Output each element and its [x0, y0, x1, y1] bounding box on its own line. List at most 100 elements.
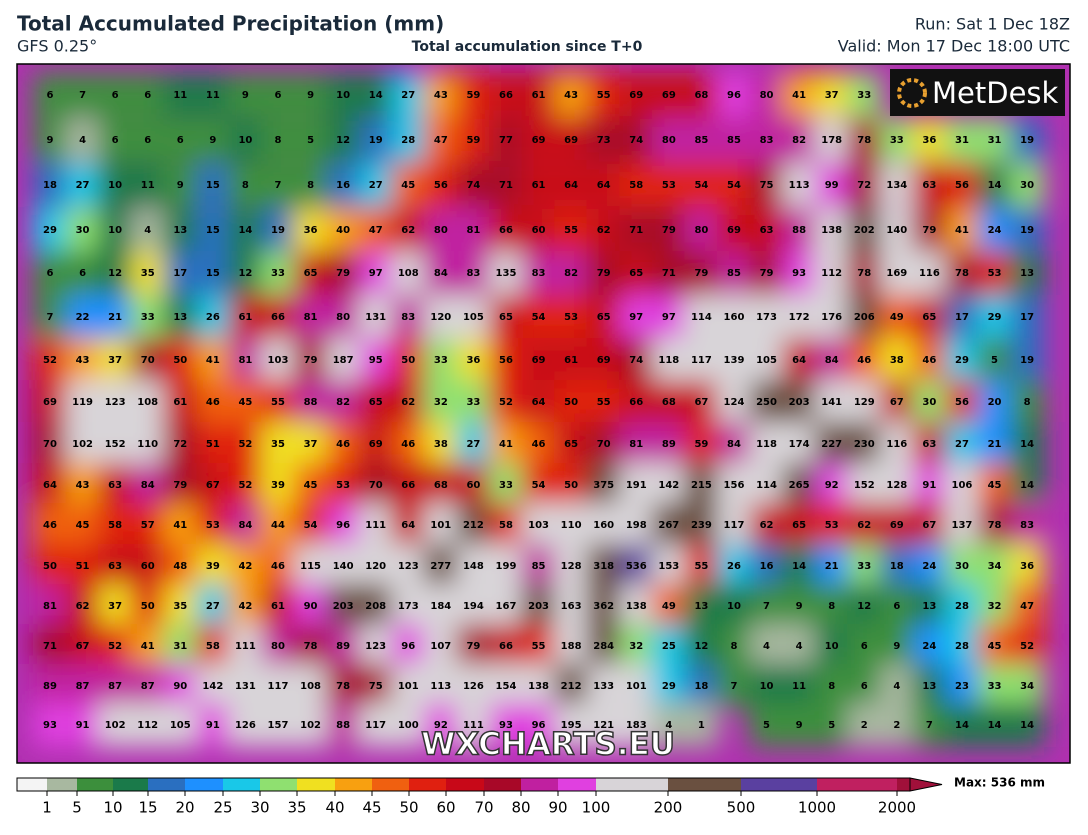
grid-value: 55 — [597, 90, 611, 101]
subtitle: Total accumulation since T+0 — [412, 39, 643, 55]
grid-value: 61 — [173, 397, 187, 408]
precip-cell — [293, 73, 328, 117]
grid-value: 46 — [271, 561, 285, 572]
precip-cell — [326, 422, 361, 466]
precip-cell — [488, 463, 523, 507]
grid-value: 116 — [919, 268, 940, 279]
precip-cell — [33, 624, 67, 668]
grid-value: 52 — [43, 355, 57, 366]
precip-cell — [391, 295, 426, 339]
precip-cell — [33, 295, 67, 339]
precip-cell — [716, 503, 751, 547]
grid-value: 57 — [141, 520, 155, 531]
grid-value: 99 — [825, 180, 839, 191]
grid-value: 75 — [369, 681, 383, 692]
colorbar-tick-label: 40 — [325, 799, 344, 817]
grid-value: 82 — [792, 135, 806, 146]
precip-cell — [586, 422, 621, 466]
grid-value: 89 — [662, 439, 676, 450]
grid-value: 44 — [271, 520, 285, 531]
grid-value: 105 — [463, 312, 484, 323]
grid-value: 116 — [886, 439, 907, 450]
precip-cell — [260, 503, 295, 547]
grid-value: 129 — [854, 397, 875, 408]
grid-value: 203 — [528, 601, 549, 612]
precip-cell — [651, 295, 686, 339]
grid-value: 41 — [499, 439, 513, 450]
precip-cell — [619, 584, 654, 628]
grid-value: 10 — [825, 641, 839, 652]
grid-value: 67 — [890, 397, 904, 408]
precip-cell — [163, 163, 198, 207]
precip-cell — [651, 208, 686, 252]
grid-value: 68 — [694, 90, 708, 101]
grid-value: 106 — [952, 480, 973, 491]
precip-cell — [195, 703, 230, 747]
colorbar-tick-label: 2000 — [878, 799, 916, 817]
precip-cell — [260, 664, 295, 708]
precip-cell — [586, 295, 621, 339]
grid-value: 34 — [988, 561, 1002, 572]
precip-cell — [944, 422, 979, 466]
precip-cell — [33, 73, 67, 117]
precip-cell — [195, 380, 230, 424]
grid-value: 6 — [861, 681, 868, 692]
precip-cell — [684, 251, 719, 295]
precip-cell — [684, 118, 719, 162]
grid-value: 118 — [756, 439, 777, 450]
grid-value: 536 — [626, 561, 647, 572]
grid-value: 60 — [141, 561, 155, 572]
precip-cell — [98, 295, 133, 339]
grid-value: 126 — [235, 720, 256, 731]
grid-value: 6 — [275, 90, 282, 101]
valid-label: Valid: Mon 17 Dec 18:00 UTC — [838, 37, 1070, 56]
precip-cell — [130, 295, 165, 339]
precip-cell — [260, 624, 295, 668]
precip-cell — [944, 503, 979, 547]
precip-cell — [130, 463, 165, 507]
grid-value: 59 — [466, 90, 480, 101]
precip-cell — [1010, 624, 1045, 668]
grid-value: 239 — [691, 520, 712, 531]
grid-value: 78 — [857, 135, 871, 146]
grid-value: 66 — [271, 312, 285, 323]
precip-cell — [651, 624, 686, 668]
colorbar-tick-label: 30 — [250, 799, 269, 817]
grid-value: 2 — [893, 720, 900, 731]
colorbar-segment — [335, 778, 372, 791]
grid-value: 55 — [564, 225, 578, 236]
grid-value: 78 — [988, 520, 1002, 531]
grid-value: 14 — [369, 90, 383, 101]
colorbar-tick-label: 100 — [582, 799, 611, 817]
precip-cell — [98, 584, 133, 628]
grid-value: 183 — [626, 720, 647, 731]
grid-value: 47 — [1020, 601, 1034, 612]
grid-value: 118 — [658, 355, 679, 366]
precip-cell — [195, 503, 230, 547]
grid-value: 135 — [496, 268, 517, 279]
precip-cell — [423, 584, 458, 628]
grid-value: 112 — [821, 268, 842, 279]
precip-cell — [456, 208, 491, 252]
precip-cell — [782, 73, 817, 117]
precip-cell — [847, 544, 882, 588]
precip-cell — [619, 380, 654, 424]
grid-value: 33 — [499, 480, 513, 491]
precip-cell — [586, 251, 621, 295]
grid-value: 69 — [727, 225, 741, 236]
grid-value: 105 — [170, 720, 191, 731]
precip-cell — [391, 422, 426, 466]
precip-cell — [586, 463, 621, 507]
precip-cell — [98, 624, 133, 668]
precip-cell — [65, 664, 100, 708]
precip-cell — [391, 584, 426, 628]
grid-value: 55 — [694, 561, 708, 572]
precip-cell — [554, 295, 589, 339]
colorbar-segment — [817, 778, 897, 791]
precip-cell — [651, 584, 686, 628]
precip-cell — [456, 544, 491, 588]
grid-value: 267 — [658, 520, 679, 531]
precip-cell — [749, 624, 784, 668]
grid-value: 6 — [47, 90, 54, 101]
grid-value: 37 — [304, 439, 318, 450]
